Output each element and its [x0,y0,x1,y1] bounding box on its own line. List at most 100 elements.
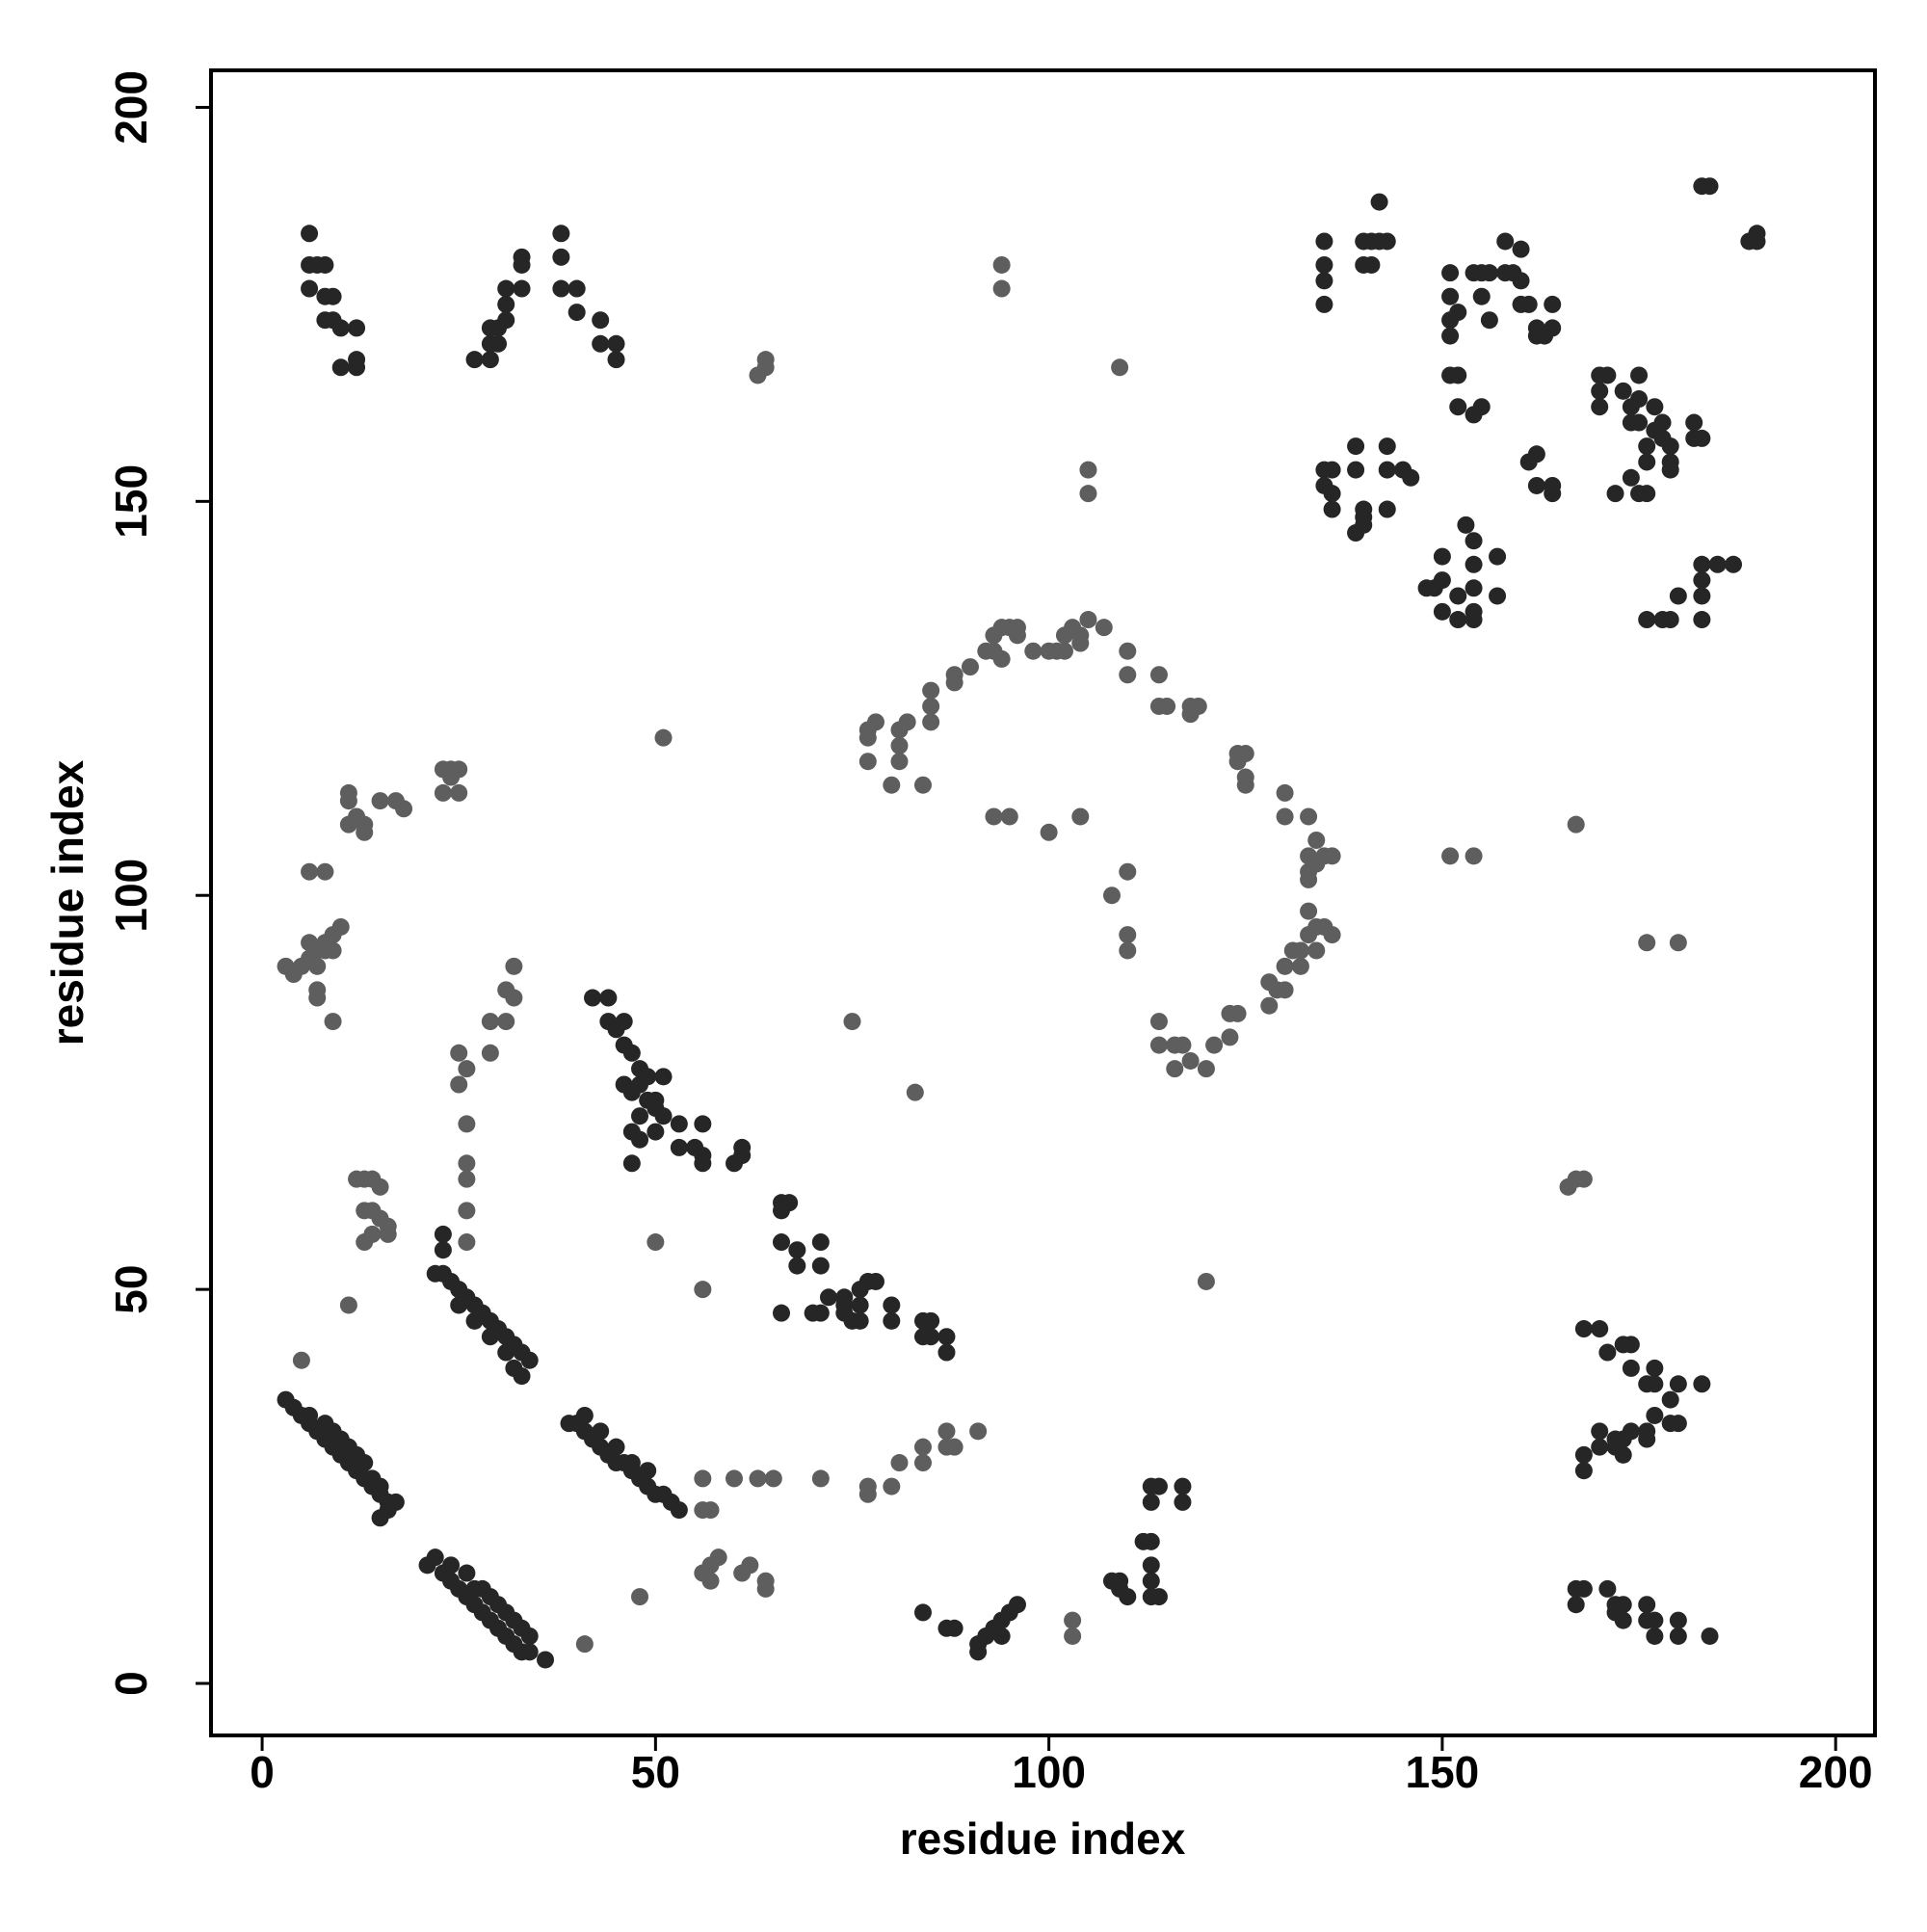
point [1512,240,1530,258]
point [858,1485,877,1503]
point [465,351,484,369]
point [1646,1375,1664,1393]
point [1527,445,1545,463]
point [301,1406,319,1424]
point [1669,1611,1687,1629]
point [450,783,468,802]
point [1606,485,1624,503]
point [647,1233,665,1252]
point [1119,926,1137,944]
point [1119,941,1137,960]
point [1544,319,1562,337]
point [520,1643,539,1661]
point [1574,1462,1593,1480]
point [922,1328,940,1346]
point [969,1422,988,1441]
point [1064,1611,1082,1629]
point [1149,1477,1168,1495]
point [497,311,515,330]
point [1669,1415,1687,1433]
point [1276,807,1294,826]
point [1000,807,1018,826]
point [599,989,618,1007]
point [694,1154,712,1173]
point [1323,847,1341,865]
point [301,862,319,881]
point [639,1462,657,1480]
point [654,1068,673,1086]
point [1449,304,1467,322]
point [1527,476,1545,494]
point [1378,437,1396,456]
point [639,1068,657,1086]
point [1079,485,1097,503]
point [937,1343,956,1362]
point [772,1304,790,1322]
point [450,1296,468,1314]
point [1574,1445,1593,1464]
point [1300,870,1318,888]
point [331,358,350,377]
point [1166,1060,1184,1078]
point [1111,358,1129,377]
point [1362,255,1381,274]
point [1598,366,1617,384]
point [913,776,932,794]
point [458,1170,476,1188]
point [1291,941,1309,960]
point [1158,697,1176,715]
point [1307,831,1326,849]
point [1378,232,1396,251]
point [1465,555,1483,573]
point [1149,1036,1168,1054]
x-tick-label: 200 [1799,1747,1873,1797]
point [434,1241,452,1259]
point [1315,295,1333,313]
point [1480,311,1498,330]
point [371,1178,389,1196]
point [434,783,452,802]
y-tick-label: 0 [106,1671,156,1696]
point [788,1241,806,1259]
point [575,1635,594,1654]
point [615,1013,633,1031]
point [1638,1596,1656,1614]
point [434,1225,452,1243]
point [694,1115,712,1133]
point [1291,957,1309,975]
point [1221,1028,1239,1046]
point [292,1351,310,1369]
point [458,1202,476,1220]
point [1489,587,1507,605]
point [733,1138,752,1156]
point [1574,1579,1593,1598]
point [726,1469,744,1488]
point [1166,1036,1184,1054]
point [945,1619,964,1637]
point [1149,1588,1168,1606]
point [308,957,327,975]
point [1095,619,1113,637]
point [1614,1445,1632,1464]
point [1260,996,1279,1015]
point [1646,1611,1664,1629]
point [356,1233,374,1252]
point [1149,666,1168,684]
point [1614,1611,1632,1629]
point [339,1296,357,1314]
point [339,815,357,834]
point [1071,634,1090,652]
point [1646,1359,1664,1377]
point [1079,611,1097,629]
point [1071,807,1090,826]
point [1591,1422,1609,1441]
point [607,334,625,353]
point [890,1454,909,1472]
point [348,319,366,337]
point [442,1556,461,1575]
x-axis-label: residue index [900,1813,1186,1864]
point [709,1548,727,1567]
point [1725,555,1743,573]
point [1614,382,1632,400]
